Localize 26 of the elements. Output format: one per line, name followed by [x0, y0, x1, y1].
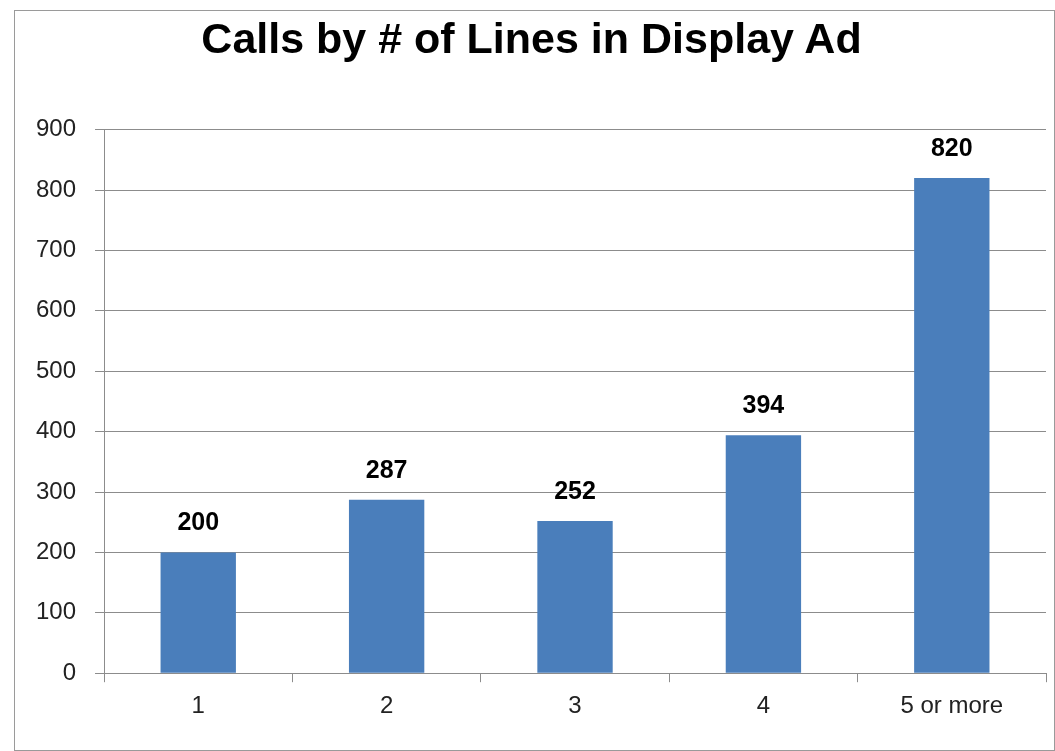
bar: [537, 520, 613, 673]
x-tick-label: 3: [568, 691, 582, 719]
data-label: 394: [742, 390, 785, 419]
y-tick-label: 500: [36, 355, 77, 383]
bar: [348, 499, 425, 673]
x-tick-label: 4: [756, 691, 771, 719]
y-tick-label: 100: [36, 597, 77, 625]
y-tick-label: 0: [62, 657, 77, 685]
data-label: 200: [177, 507, 220, 536]
y-tick-label: 400: [36, 416, 77, 444]
y-tick-label: 900: [36, 114, 77, 142]
y-tick-label: 800: [36, 174, 77, 202]
x-tick-label: 1: [191, 691, 205, 719]
data-label: 820: [930, 132, 973, 161]
data-label: 252: [554, 475, 596, 504]
y-tick-label: 300: [36, 476, 77, 504]
data-label: 287: [365, 454, 408, 483]
y-tick-label: 600: [36, 295, 77, 323]
bar: [725, 435, 802, 673]
y-tick-label: 700: [36, 235, 77, 263]
y-tick-label: 200: [36, 537, 77, 565]
bar: [914, 177, 990, 673]
bar: [160, 552, 236, 673]
chart-title: Calls by # of Lines in Display Ad: [201, 13, 862, 62]
x-tick-label: 5 or more: [900, 691, 1004, 719]
x-tick-label: 2: [379, 691, 394, 719]
